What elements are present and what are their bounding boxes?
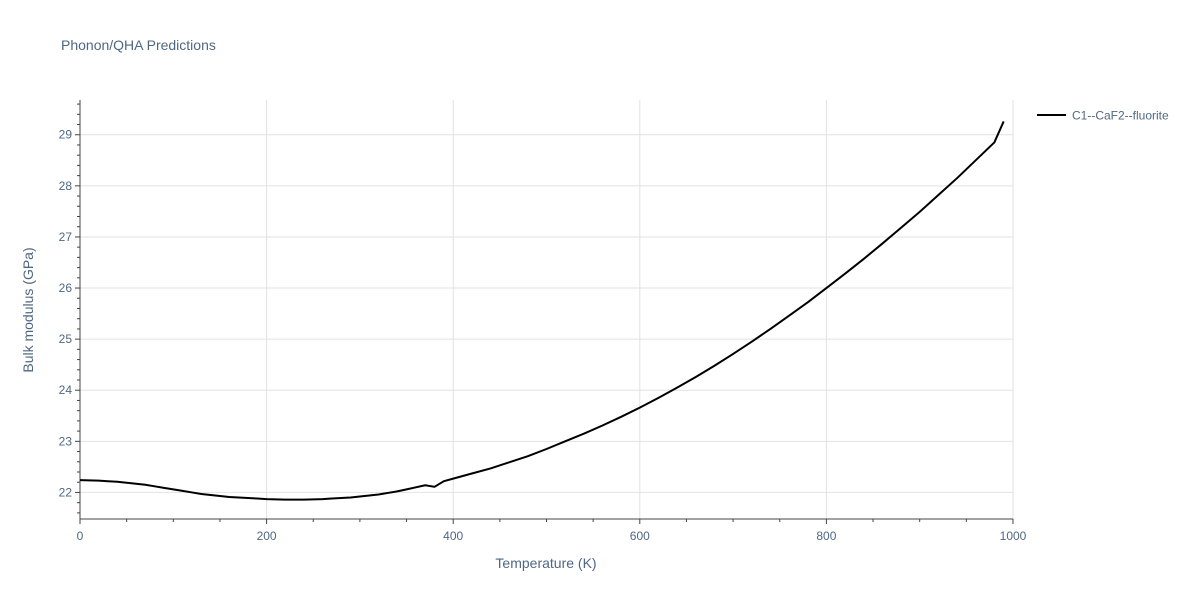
y-tick-label: 25 [59, 332, 73, 346]
y-tick-label: 24 [59, 383, 73, 397]
legend[interactable]: C1--CaF2--fluorite [1037, 109, 1169, 123]
grid-layer [80, 100, 1014, 519]
series-layer [79, 121, 1005, 501]
series-line-c1-caf2-fluorite [79, 121, 1005, 501]
axis-layer: 0 200 400 600 800 1000 22 23 24 25 26 27 28 29 [59, 100, 1027, 543]
y-tick-label: 27 [59, 230, 73, 244]
x-tick-label: 0 [77, 529, 84, 543]
y-tick-label: 28 [59, 179, 73, 193]
y-tick-label: 29 [59, 128, 73, 142]
x-tick-label: 600 [630, 529, 650, 543]
x-tick-label: 800 [816, 529, 836, 543]
y-tick-label: 22 [59, 485, 73, 499]
y-tick-label: 23 [59, 434, 73, 448]
x-axis-title: Temperature (K) [495, 555, 596, 571]
x-tick-label: 1000 [1000, 529, 1027, 543]
x-tick-label: 200 [257, 529, 277, 543]
x-tick-label: 400 [443, 529, 463, 543]
y-tick-label: 26 [59, 281, 73, 295]
legend-label: C1--CaF2--fluorite [1072, 109, 1169, 123]
y-axis-title: Bulk modulus (GPa) [20, 247, 36, 372]
chart-title: Phonon/QHA Predictions [61, 37, 216, 53]
